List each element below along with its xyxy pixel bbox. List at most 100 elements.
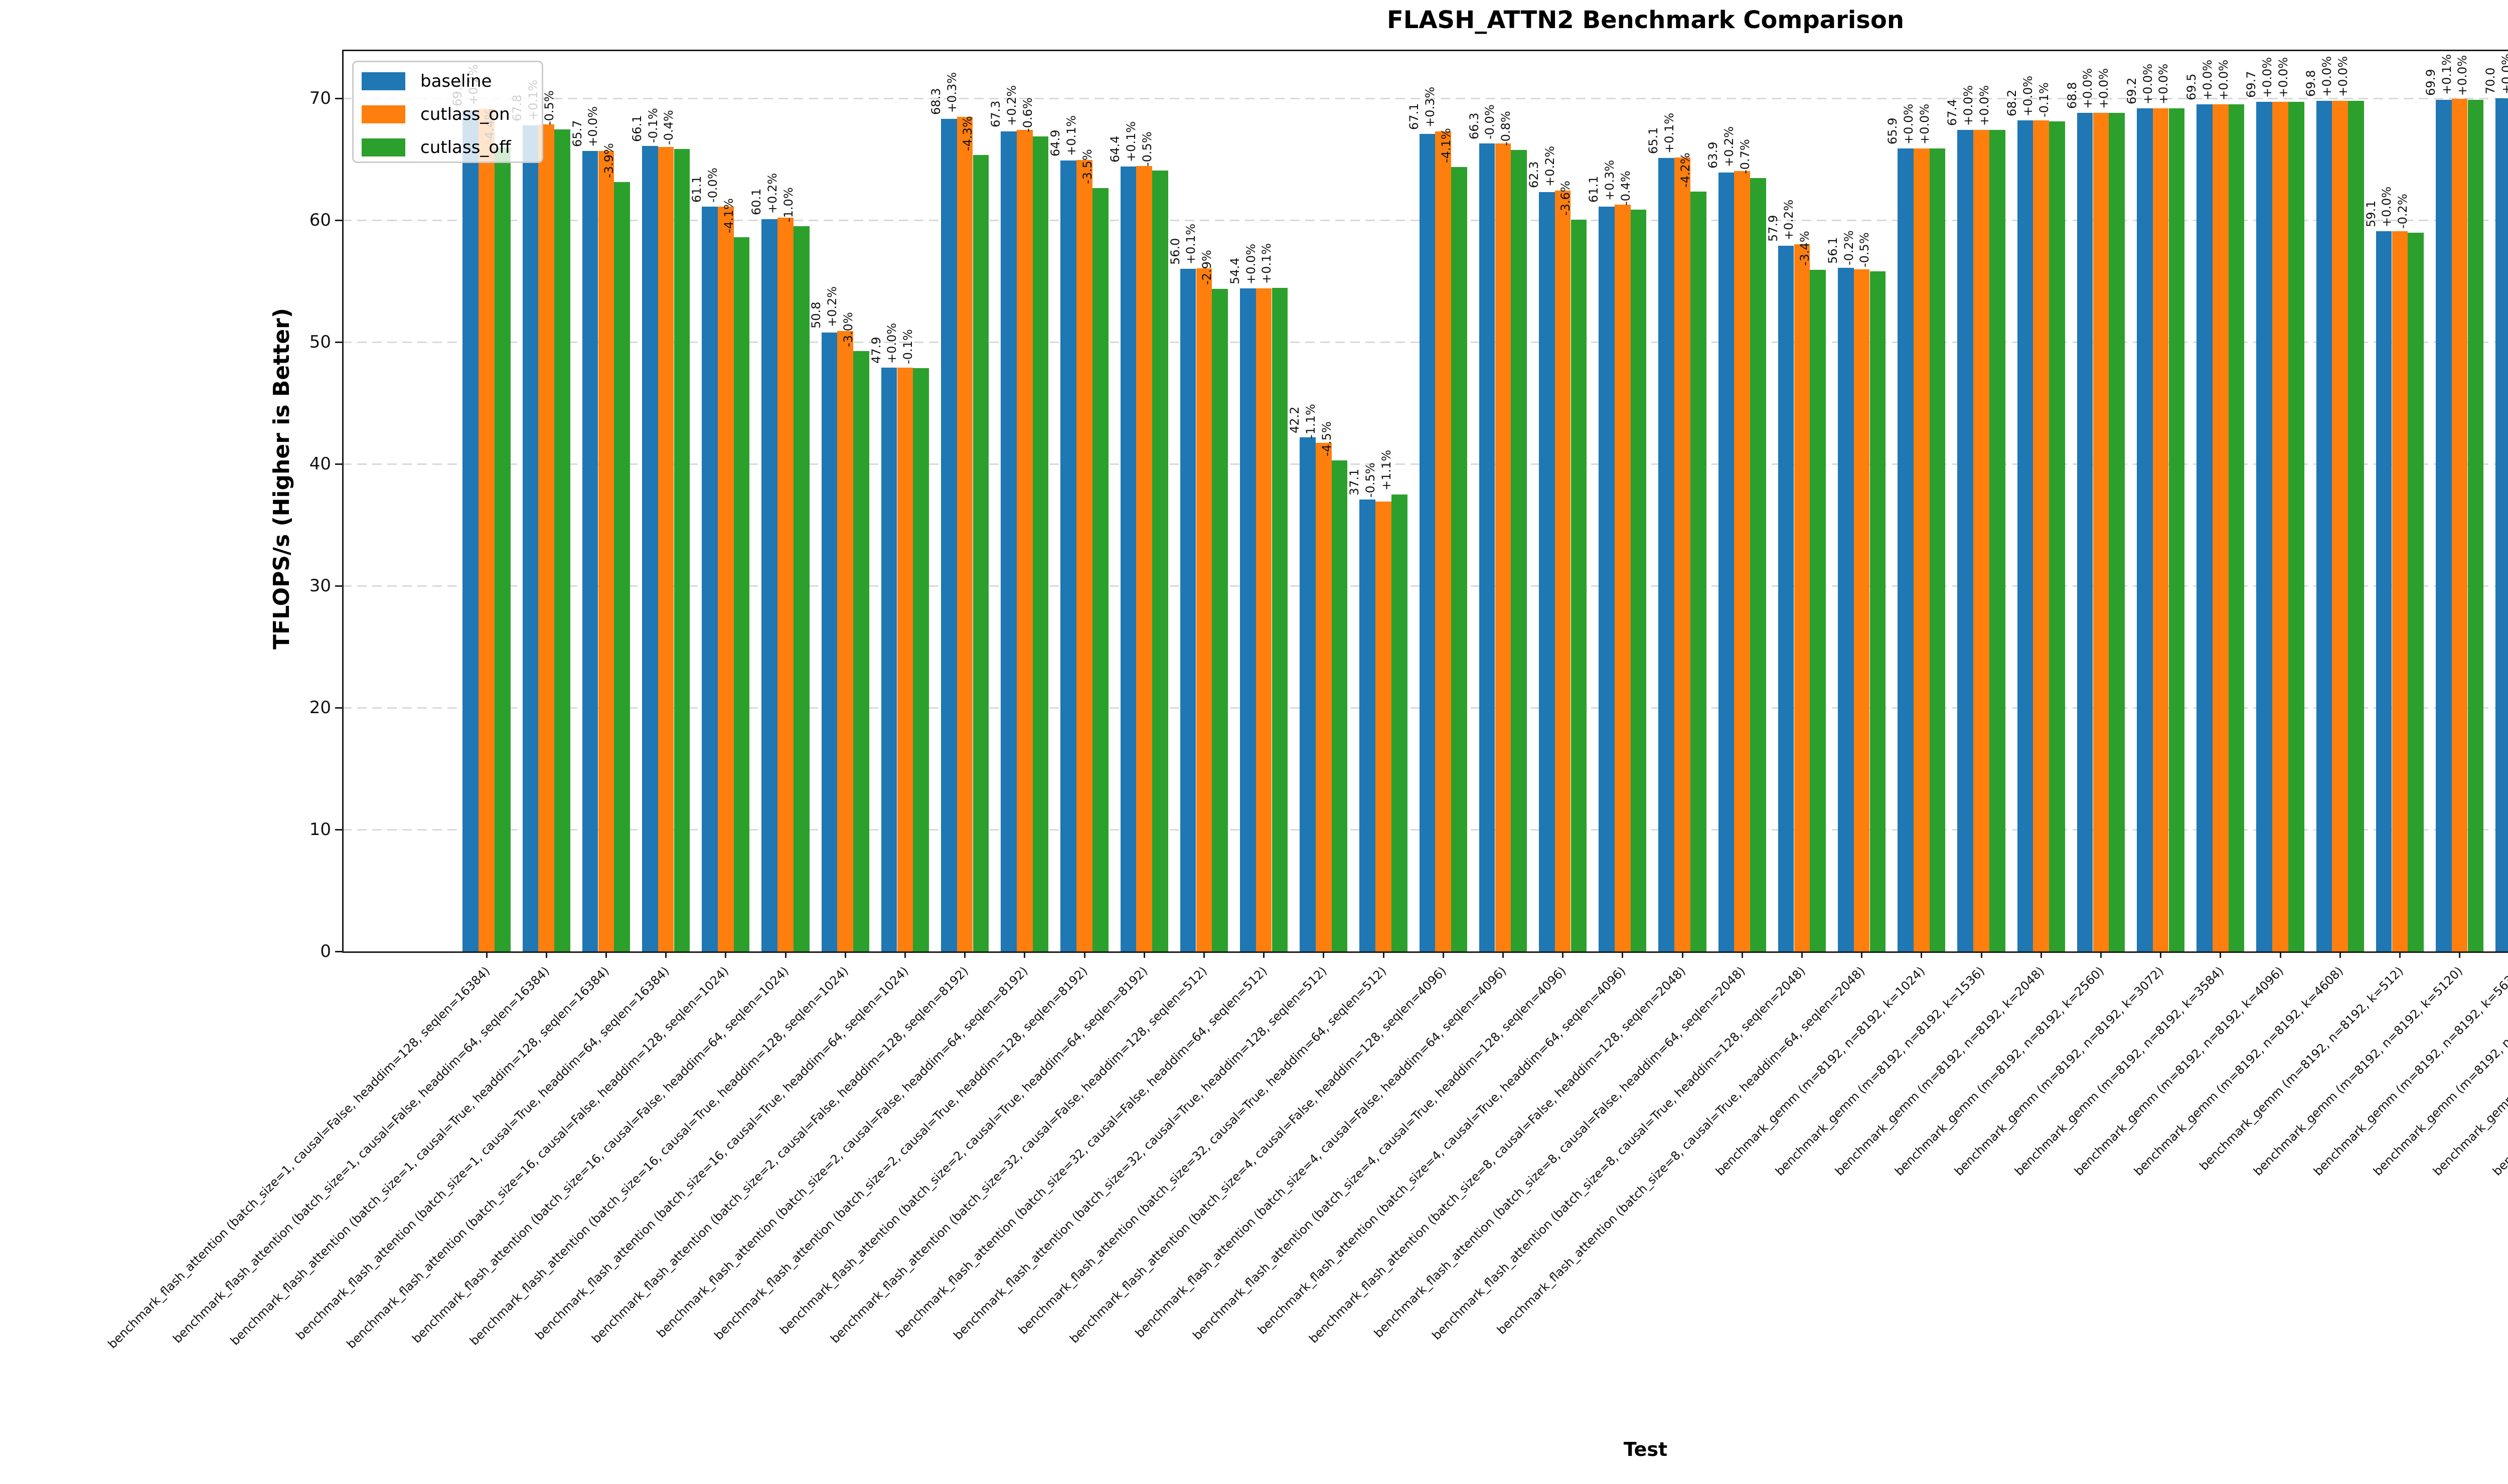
x-tickmark	[2040, 951, 2042, 958]
bar-cutlass_off	[2168, 108, 2185, 951]
x-tickmark	[1203, 951, 1205, 958]
x-tick-label: benchmark_flash_attention (batch_size=32…	[951, 964, 1330, 1343]
bar-cutlass_off	[494, 147, 511, 951]
bar-baseline	[2256, 102, 2273, 951]
x-tick-label: benchmark_gemm (m=8192, n=8192, k=3584)	[2011, 964, 2227, 1179]
bar-baseline	[1300, 437, 1316, 951]
x-tickmark	[2459, 951, 2461, 958]
x-tickmark	[1083, 951, 1085, 958]
bar-cutlass_on	[479, 109, 495, 951]
y-tickmark	[335, 97, 342, 99]
x-tickmark	[1921, 951, 1923, 958]
bar-baseline	[1239, 288, 1256, 951]
legend-item-cutlass-on: cutlass_on	[362, 104, 510, 124]
bar-baseline	[2077, 113, 2093, 951]
bar-cutlass_on	[1495, 143, 1511, 951]
x-tickmark	[1323, 951, 1325, 958]
x-tickmark	[2399, 951, 2401, 958]
bar-cutlass_on	[777, 217, 794, 951]
x-tickmark	[1263, 951, 1265, 958]
bar-baseline	[1538, 192, 1555, 951]
legend-swatch-cutlass-off-icon	[362, 138, 405, 156]
legend-label-cutlass-on: cutlass_on	[420, 104, 510, 124]
bar-cutlass_off	[614, 182, 631, 951]
bar-baseline	[761, 219, 778, 951]
bar-baseline	[1001, 131, 1017, 951]
legend-swatch-cutlass-on-icon	[362, 105, 405, 123]
x-tickmark	[785, 951, 787, 958]
y-tickmark	[335, 707, 342, 709]
x-tick-label: benchmark_flash_attention (batch_size=1,…	[170, 964, 553, 1346]
y-gridline	[342, 98, 2508, 100]
bar-baseline	[821, 332, 838, 951]
bar-cutlass_on	[2272, 102, 2288, 951]
y-tick-label: 70	[309, 88, 331, 109]
x-tickmark	[1741, 951, 1743, 958]
x-tick-label: benchmark_flash_attention (batch_size=2,…	[588, 964, 971, 1346]
x-tick-label: benchmark_flash_attention (batch_size=32…	[828, 964, 1210, 1346]
x-tick-label: benchmark_flash_attention (batch_size=16…	[344, 964, 732, 1352]
x-tick-label: benchmark_flash_attention (batch_size=8,…	[1306, 964, 1688, 1346]
bar-cutlass_off	[853, 351, 869, 951]
x-tickmark	[2279, 951, 2281, 958]
x-tickmark	[2220, 951, 2222, 958]
bar-cutlass_on	[598, 150, 614, 951]
bar-baseline	[462, 110, 479, 951]
bar-cutlass_on	[1734, 171, 1751, 951]
bar-cutlass_on	[1614, 204, 1631, 951]
x-tick-label: benchmark_flash_attention (batch_size=16…	[409, 964, 792, 1346]
bar-cutlass_on	[1853, 269, 1870, 951]
bar-baseline	[2136, 108, 2153, 951]
x-tick-label: benchmark_flash_attention (batch_size=2,…	[776, 964, 1151, 1338]
x-tickmark	[904, 951, 906, 958]
x-tick-label: benchmark_flash_attention (batch_size=8,…	[1429, 964, 1808, 1343]
bar-cutlass_off	[1630, 210, 1647, 951]
x-tick-label: benchmark_flash_attention (batch_size=2,…	[654, 964, 1031, 1341]
y-tickmark	[335, 341, 342, 343]
bar-cutlass_off	[2408, 232, 2424, 951]
legend-item-cutlass-off: cutlass_off	[362, 137, 511, 157]
bar-cutlass_on	[1913, 148, 1930, 951]
bar-cutlass_off	[913, 368, 929, 951]
x-tick-label: benchmark_flash_attention (batch_size=1,…	[105, 964, 493, 1352]
x-tickmark	[1622, 951, 1624, 958]
bar-cutlass_on	[2392, 231, 2408, 951]
bar-baseline	[1898, 148, 1914, 951]
x-tickmark	[1442, 951, 1444, 958]
x-tickmark	[964, 951, 966, 958]
bar-cutlass_on	[717, 207, 734, 951]
x-tickmark	[1861, 951, 1863, 958]
x-tickmark	[1502, 951, 1504, 958]
bar-cutlass_on	[2332, 101, 2348, 951]
x-tickmark	[1024, 951, 1026, 958]
x-tick-label: benchmark_flash_attention (batch_size=32…	[893, 964, 1270, 1341]
y-tick-label: 60	[309, 210, 331, 231]
bar-baseline	[2376, 231, 2392, 951]
bar-cutlass_off	[2467, 99, 2484, 951]
bar-cutlass_on	[957, 116, 973, 951]
bar-cutlass_on	[1076, 159, 1092, 951]
x-tickmark	[545, 951, 547, 958]
x-tick-label: benchmark_flash_attention (batch_size=16…	[532, 964, 911, 1343]
bar-cutlass_on	[1554, 191, 1571, 951]
x-tick-label: benchmark_gemm (m=8192, n=8192, k=5120)	[2251, 964, 2466, 1179]
bar-cutlass_on	[538, 124, 555, 951]
bar-baseline	[881, 368, 897, 951]
legend-label-cutlass-off: cutlass_off	[420, 137, 511, 157]
bar-baseline	[2316, 101, 2332, 951]
bar-baseline	[1957, 130, 1974, 951]
bar-cutlass_on	[1674, 157, 1690, 951]
x-tickmark	[2100, 951, 2102, 958]
bar-cutlass_off	[1272, 287, 1288, 951]
bar-baseline	[1180, 269, 1196, 951]
bar-baseline	[2435, 99, 2452, 951]
bar-baseline	[582, 150, 598, 951]
bar-cutlass_off	[1750, 178, 1766, 951]
bar-baseline	[1599, 207, 1615, 951]
x-tickmark	[844, 951, 846, 958]
bar-cutlass_on	[2451, 98, 2468, 951]
x-tick-label: benchmark_gemm (m=8192, n=8192, k=4608)	[2131, 964, 2346, 1179]
bar-cutlass_on	[2152, 108, 2169, 951]
bar-baseline	[1060, 160, 1077, 951]
bar-cutlass_off	[1929, 148, 1946, 951]
